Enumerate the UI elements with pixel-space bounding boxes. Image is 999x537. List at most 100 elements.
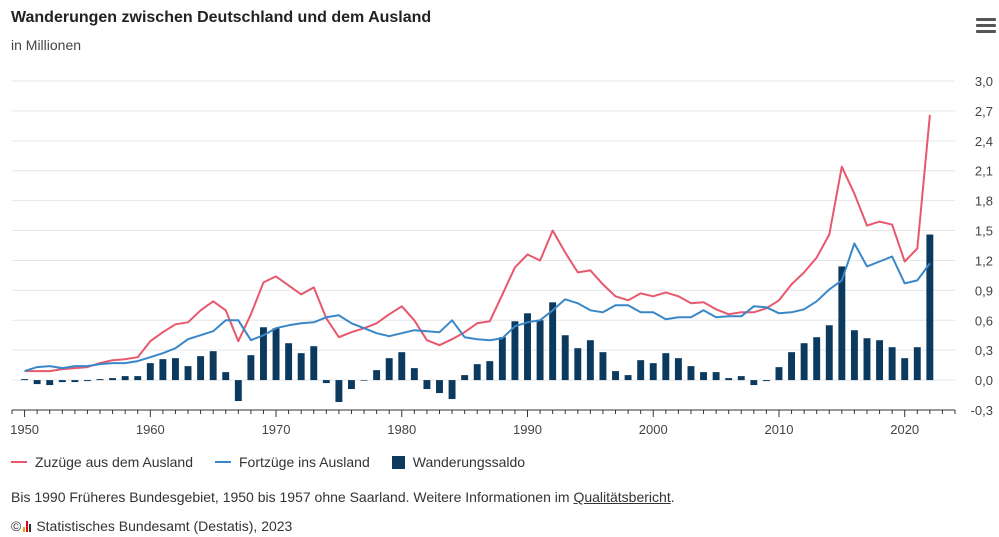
- saldo-bar: [272, 328, 280, 381]
- saldo-bar: [498, 337, 506, 381]
- saldo-bar: [662, 353, 670, 381]
- y-tick-label: 0,0: [975, 373, 993, 388]
- saldo-bar: [171, 358, 179, 381]
- saldo-bar: [561, 335, 569, 381]
- quality-report-link[interactable]: Qualitätsbericht: [573, 489, 671, 505]
- saldo-bar: [33, 380, 41, 385]
- saldo-bar: [373, 370, 381, 381]
- x-tick-label: 1960: [136, 422, 165, 437]
- saldo-bar: [348, 380, 355, 390]
- saldo-bar: [687, 366, 695, 381]
- zuzuege-line: [24, 114, 931, 373]
- x-tick-label: 1980: [387, 422, 416, 437]
- saldo-bar: [423, 380, 431, 390]
- saldo-bar: [21, 379, 29, 381]
- saldo-bar: [913, 347, 921, 381]
- saldo-bar: [725, 378, 733, 381]
- saldo-bar: [536, 320, 544, 381]
- saldo-bar: [360, 380, 368, 381]
- saldo-bar: [222, 372, 230, 381]
- x-tick-label: 2000: [639, 422, 668, 437]
- y-tick-label: 1,8: [975, 194, 993, 209]
- saldo-bar: [209, 351, 217, 381]
- saldo-bar: [624, 375, 632, 381]
- saldo-bar: [297, 353, 305, 381]
- saldo-bar: [850, 330, 858, 381]
- saldo-bar: [335, 380, 343, 403]
- x-tick-label: 1970: [262, 422, 291, 437]
- source-credit: © Statistisches Bundesamt (Destatis), 20…: [11, 518, 292, 534]
- saldo-bar: [461, 375, 469, 381]
- x-tick-label: 1950: [10, 422, 39, 437]
- copyright-symbol: ©: [11, 518, 22, 534]
- saldo-bar: [700, 372, 707, 381]
- y-tick-label: 2,1: [975, 164, 993, 179]
- saldo-bar: [285, 343, 293, 381]
- saldo-bar: [322, 380, 330, 384]
- saldo-bar: [863, 338, 871, 381]
- saldo-bar: [926, 234, 934, 381]
- saldo-bar: [83, 380, 91, 382]
- saldo-bar: [888, 347, 896, 381]
- y-tick-label: 0,6: [975, 313, 993, 328]
- saldo-bar: [146, 363, 154, 381]
- y-tick-label: 1,2: [975, 253, 993, 268]
- saldo-bar: [511, 321, 519, 381]
- saldo-bars: [21, 234, 934, 403]
- axes: -0,3 0,0 0,3 0,6 0,9 1,2 1,5 1,8 2,1 2,4 2,7 3,0 195…: [10, 74, 993, 437]
- saldo-bar: [486, 361, 494, 381]
- legend-item-saldo[interactable]: Wanderungssaldo: [391, 454, 525, 470]
- saldo-bar: [197, 356, 205, 381]
- fortzuege-line: [24, 242, 931, 373]
- legend-item-zuzuege[interactable]: Zuzüge aus dem Ausland: [11, 454, 193, 470]
- saldo-bar: [788, 352, 796, 381]
- y-tick-label: 2,4: [975, 134, 993, 149]
- saldo-bar: [612, 371, 619, 381]
- legend-swatch-saldo: [391, 455, 405, 469]
- y-tick-label: -0,3: [971, 403, 993, 418]
- legend-swatch-zuzuege: [11, 461, 27, 463]
- saldo-bar: [549, 302, 557, 381]
- saldo-bar: [310, 346, 318, 381]
- y-tick-label: 0,3: [975, 343, 993, 358]
- saldo-bar: [712, 372, 720, 381]
- saldo-bar: [574, 348, 582, 381]
- legend-item-fortzuege[interactable]: Fortzüge ins Ausland: [215, 454, 370, 470]
- saldo-bar: [448, 380, 456, 400]
- y-tick-label: 0,9: [975, 283, 993, 298]
- saldo-bar: [398, 352, 406, 381]
- saldo-bar: [159, 359, 167, 381]
- legend: Zuzüge aus dem Ausland Fortzüge ins Ausl…: [11, 454, 547, 470]
- legend-swatch-fortzuege: [215, 461, 231, 463]
- saldo-bar: [737, 376, 745, 381]
- saldo-bar: [473, 364, 481, 381]
- saldo-bar: [586, 340, 594, 381]
- hamburger-menu-icon[interactable]: [976, 18, 996, 34]
- legend-label-fortzuege: Fortzüge ins Ausland: [239, 454, 370, 470]
- saldo-bar: [775, 367, 783, 381]
- saldo-bar: [813, 337, 821, 381]
- footnote-text: Bis 1990 Früheres Bundesgebiet, 1950 bis…: [11, 489, 574, 505]
- x-tick-label: 1990: [513, 422, 542, 437]
- saldo-bar: [825, 325, 833, 381]
- saldo-bar: [247, 355, 255, 381]
- saldo-bar: [109, 378, 117, 381]
- y-tick-label: 3,0: [975, 74, 993, 89]
- saldo-bar: [385, 358, 393, 381]
- saldo-bar: [637, 360, 645, 381]
- saldo-bar: [58, 380, 66, 383]
- saldo-bar: [838, 266, 846, 381]
- saldo-bar: [71, 380, 79, 383]
- saldo-bar: [750, 380, 758, 386]
- chart-subtitle: in Millionen: [11, 37, 82, 53]
- chart-title: Wanderungen zwischen Deutschland und dem…: [11, 9, 432, 26]
- y-tick-label: 1,5: [975, 224, 993, 239]
- saldo-bar: [134, 376, 142, 381]
- saldo-bar: [184, 366, 192, 381]
- saldo-bar: [410, 368, 418, 381]
- saldo-bar: [436, 380, 443, 394]
- saldo-bar: [260, 327, 267, 381]
- saldo-bar: [524, 313, 531, 381]
- saldo-bar: [649, 363, 657, 381]
- credit-text: Statistisches Bundesamt (Destatis), 2023: [36, 518, 293, 534]
